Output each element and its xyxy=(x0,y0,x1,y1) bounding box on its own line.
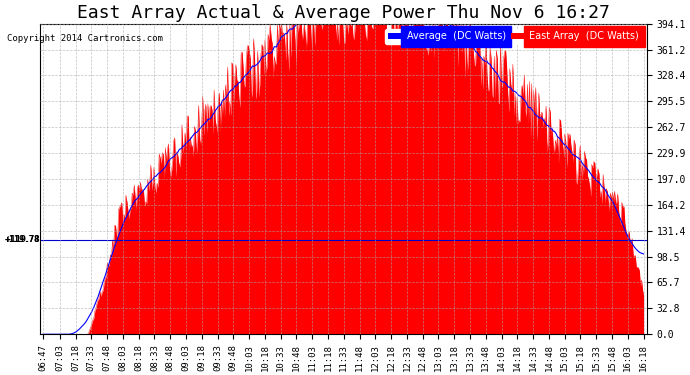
Title: East Array Actual & Average Power Thu Nov 6 16:27: East Array Actual & Average Power Thu No… xyxy=(77,4,610,22)
Legend: Average  (DC Watts), East Array  (DC Watts): Average (DC Watts), East Array (DC Watts… xyxy=(385,28,642,44)
Text: +119.78: +119.78 xyxy=(5,236,40,244)
Text: Copyright 2014 Cartronics.com: Copyright 2014 Cartronics.com xyxy=(7,34,163,43)
Text: +119.78: +119.78 xyxy=(4,236,40,244)
